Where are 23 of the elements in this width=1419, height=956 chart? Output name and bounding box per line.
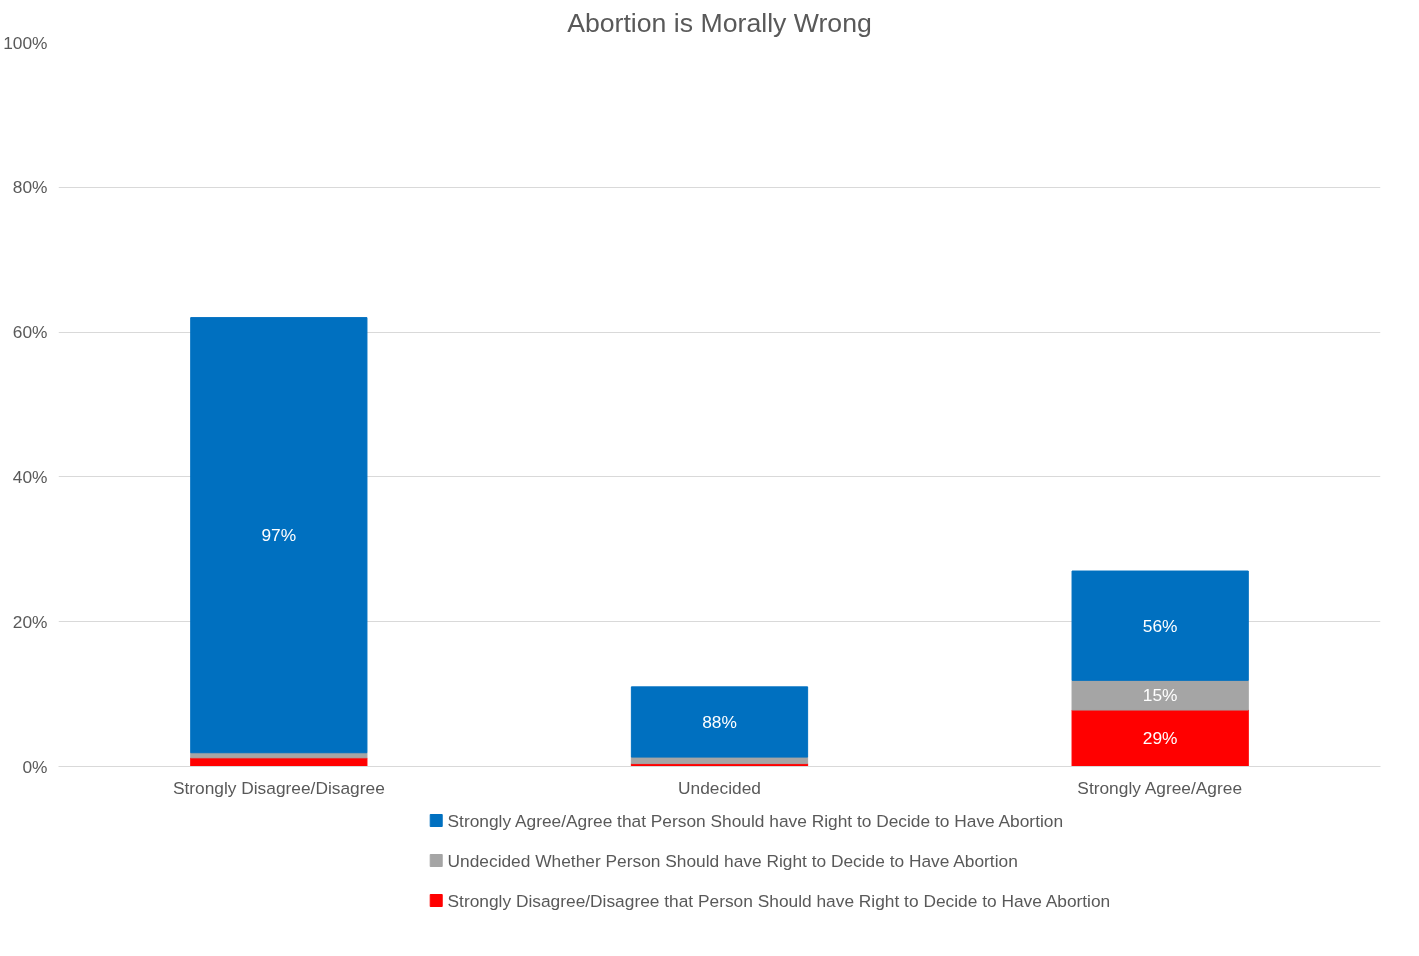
x-tick-label: Undecided xyxy=(678,777,761,798)
annotation: 56% xyxy=(1142,615,1178,636)
bar xyxy=(1071,679,1249,711)
annotation: 88% xyxy=(702,711,737,732)
x-tick-label: Strongly Agree/Agree xyxy=(1077,777,1243,798)
y-tick-label: 100% xyxy=(3,32,48,53)
y-tick-label: 80% xyxy=(12,177,48,198)
y-tick-label: 0% xyxy=(22,756,48,777)
bar xyxy=(1071,709,1249,767)
bar xyxy=(1071,570,1249,681)
annotation: 97% xyxy=(261,525,297,546)
bar xyxy=(630,686,809,758)
annotation: 15% xyxy=(1142,685,1178,706)
legend-label: Undecided Whether Person Should have Right to Decide to Have Abortion xyxy=(447,850,1018,871)
annotation: 29% xyxy=(1142,728,1178,749)
y-tick-label: 60% xyxy=(12,322,48,343)
x-tick-label: Strongly Disagree/Disagree xyxy=(172,777,385,798)
legend-label: Strongly Disagree/Disagree that Person Should have Right to Decide to Have Abortion xyxy=(447,890,1111,911)
bar xyxy=(190,317,368,754)
legend-label: Strongly Agree/Agree that Person Should have Right to Decide to Have Abortion xyxy=(447,810,1064,831)
y-tick-label: 40% xyxy=(12,466,48,487)
y-tick-label: 20% xyxy=(12,611,48,632)
chart-title: Abortion is Morally Wrong xyxy=(567,7,872,38)
